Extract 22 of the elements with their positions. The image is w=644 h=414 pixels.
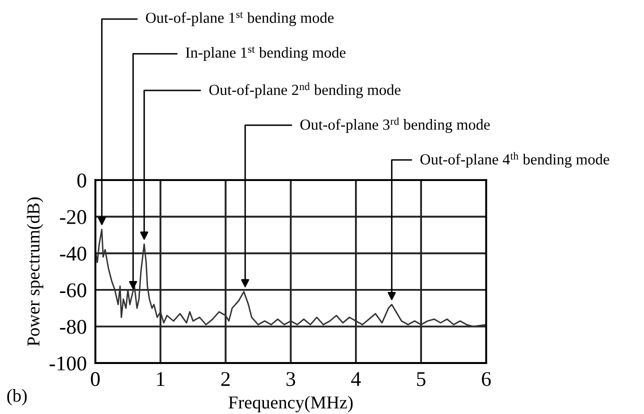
y-tick-label: -100 (50, 356, 86, 371)
x-tick-label: 0 (90, 372, 100, 386)
x-tick-label: 6 (482, 372, 491, 386)
y-tick-label: -20 (60, 210, 86, 224)
annotation: Out-of-plane 3$^{rd}$ bending mode (300, 117, 490, 133)
annotation: In-plane 1$^{st}$ bending mode (186, 46, 346, 61)
x-axis-title: Frequency(MHz) (228, 396, 353, 412)
annotation: Out-of-plane 2$^{nd}$ bending mode (209, 82, 400, 98)
y-tick-label: -60 (60, 283, 86, 298)
x-tick-label: 5 (417, 372, 426, 386)
text: (b) (7, 389, 27, 406)
annotation: Out-of-plane 4$^{th}$ bending mode (420, 152, 610, 168)
y-tick-label: -80 (60, 320, 86, 334)
y-tick-label: -40 (60, 246, 86, 261)
x-tick-label: 2 (221, 372, 230, 386)
y-axis-title: Power spectrum(dB) (26, 197, 44, 346)
x-tick-label: 3 (286, 372, 296, 386)
y-tick-label: 0 (77, 173, 86, 188)
x-tick-label: 1 (157, 372, 164, 386)
annotation: Out-of-plane 1$^{st}$ bending mode (146, 12, 334, 26)
x-tick-label: 4 (351, 372, 361, 386)
line-series (95, 228, 486, 328)
